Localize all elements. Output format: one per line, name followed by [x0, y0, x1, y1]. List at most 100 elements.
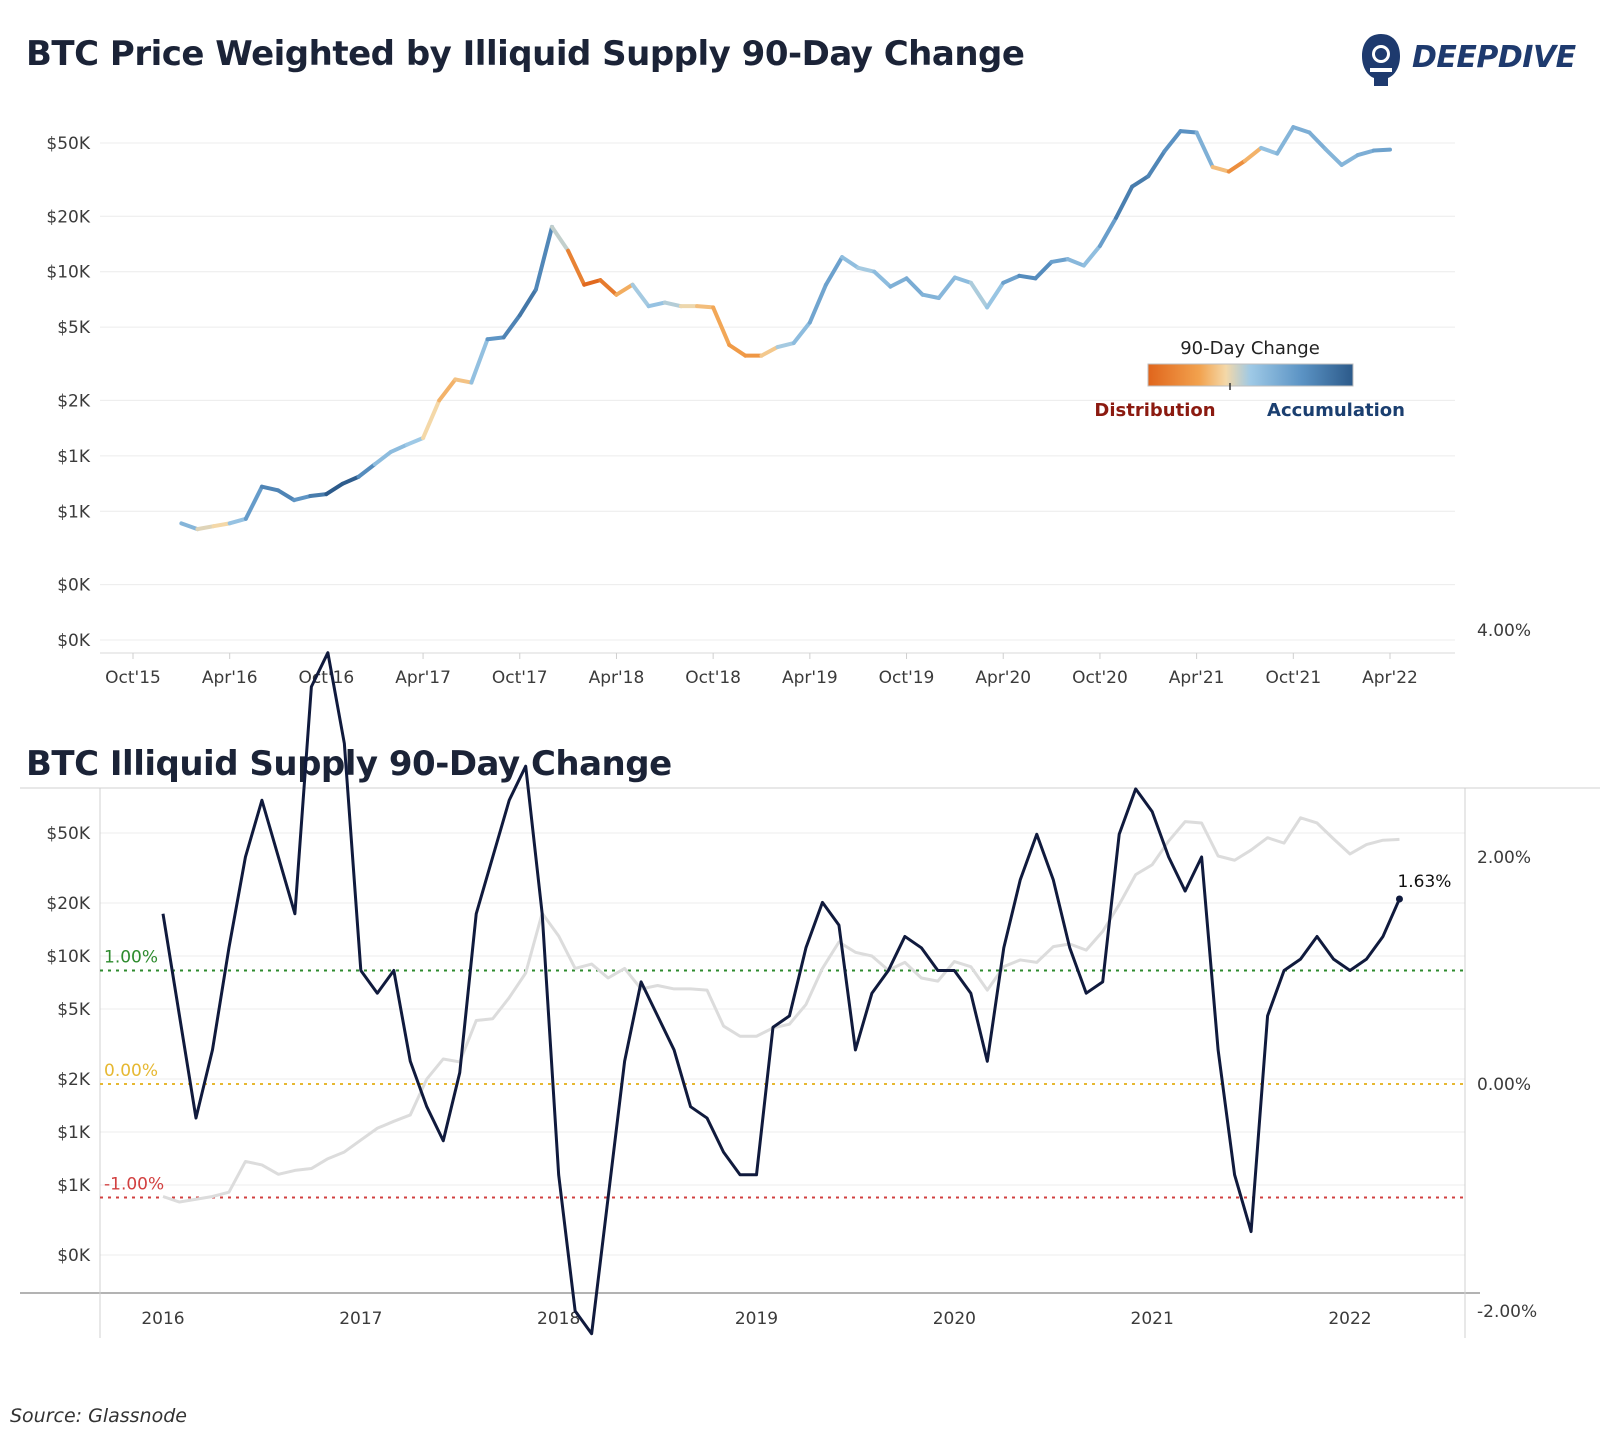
- change-x-tick-label: 2020: [933, 1309, 976, 1329]
- price-series-segment: [1130, 174, 1151, 189]
- price-series-segment: [179, 521, 200, 532]
- price-series-segment: [791, 320, 812, 346]
- price-y-tick-label: $1K: [57, 502, 91, 522]
- price-series-segment: [985, 280, 1006, 310]
- price-x-tick-label: Oct'18: [685, 668, 741, 688]
- change-last-point: [1395, 895, 1403, 903]
- price-series-segment: [856, 265, 877, 274]
- price-series-segment: [1355, 148, 1376, 158]
- price-x-tick-label: Apr'19: [782, 668, 838, 688]
- change-left-y-tick-label: $5K: [57, 1000, 91, 1020]
- chart-title-price: BTC Price Weighted by Illiquid Supply 90…: [26, 34, 1025, 74]
- price-series-segment: [1114, 184, 1135, 220]
- color-legend: 90-Day Change Distribution Accumulation: [1094, 338, 1405, 421]
- price-x-tick-label: Apr'18: [589, 668, 645, 688]
- price-series-segment: [759, 345, 780, 358]
- price-series-segment: [372, 449, 393, 467]
- price-series-segment: [1162, 129, 1183, 154]
- change-left-y-tick-label: $10K: [46, 947, 90, 967]
- price-series-segment: [888, 276, 909, 289]
- change-last-value-label: 1.63%: [1397, 872, 1451, 892]
- price-series-segment: [1017, 273, 1038, 281]
- legend-color-ramp: [1147, 363, 1354, 387]
- price-series-segment: [662, 300, 683, 309]
- price-chart: $50K $20K $10K $5K $2K $1K $1K $0K $0K Oct'15 Apr'…: [46, 125, 1455, 688]
- price-gridlines: [100, 142, 1455, 641]
- price-series-segment: [1339, 153, 1360, 167]
- reference-line-label: -1.00%: [104, 1175, 164, 1195]
- price-series-segment: [276, 488, 297, 503]
- price-series-segment: [1307, 130, 1328, 152]
- change-left-y-tick-label: $20K: [46, 894, 90, 914]
- deepdive-logo: DEEPDIVE: [1356, 30, 1586, 90]
- price-series-segment: [356, 462, 377, 479]
- diver-helmet-icon: [1362, 34, 1400, 86]
- chart-title-change: BTC Illiquid Supply 90-Day Change: [26, 744, 672, 784]
- price-series-segment: [1291, 125, 1312, 135]
- price-series-segment: [566, 248, 587, 287]
- price-x-tick-label: Apr'20: [975, 668, 1031, 688]
- change-right-y-tick-label: 0.00%: [1477, 1075, 1531, 1095]
- legend-distribution-label: Distribution: [1094, 400, 1215, 421]
- price-series-segment: [727, 342, 748, 358]
- price-series-segment: [807, 282, 828, 325]
- price-series-segment: [227, 516, 248, 526]
- change-left-y-tick-label: $0K: [57, 1246, 91, 1266]
- price-series-segment: [630, 282, 651, 309]
- price-x-tick-label: Oct'15: [105, 668, 161, 688]
- price-series-segment: [582, 278, 603, 287]
- price-series-segment: [936, 275, 957, 300]
- price-series-segment: [1033, 259, 1054, 281]
- change-left-y-tick-label: $1K: [57, 1176, 91, 1196]
- change-right-y-tick-label: -2.00%: [1477, 1302, 1537, 1322]
- source-note: Source: Glassnode: [10, 1405, 187, 1427]
- price-series-segment: [1065, 257, 1086, 268]
- change-left-y-tick-label: $2K: [57, 1070, 91, 1090]
- change-x-tick-label: 2018: [537, 1309, 580, 1329]
- price-y-tick-label: $5K: [57, 318, 91, 338]
- price-series-segment: [1242, 145, 1264, 163]
- price-series-segment: [1194, 130, 1215, 170]
- price-series-segment: [872, 269, 893, 289]
- price-x-tick-label: Oct'21: [1265, 668, 1321, 688]
- change-left-y-tick-label: $50K: [46, 824, 90, 844]
- change-left-y-tick-label: $1K: [57, 1123, 91, 1143]
- price-series-segment: [404, 436, 426, 447]
- price-series-segment: [840, 255, 861, 270]
- price-x-tick-label: Oct'20: [1072, 668, 1128, 688]
- price-series-segment: [969, 280, 990, 310]
- price-series-segment: [614, 282, 635, 297]
- price-series-segment: [340, 474, 361, 486]
- price-series-segment: [1371, 147, 1392, 153]
- price-series-segment: [388, 442, 409, 454]
- price-y-tick-label: $50K: [46, 134, 90, 154]
- price-series-line-grey: [162, 816, 1400, 1204]
- change-chart: $50K $20K $10K $5K $2K $1K $1K $0K 4.00% 2.00% 0.0…: [20, 621, 1600, 1338]
- change-right-y-tick-label: 4.00%: [1477, 621, 1531, 641]
- price-series-segment: [1275, 125, 1296, 156]
- price-series-segment: [485, 335, 506, 342]
- price-series-segment: [243, 484, 264, 521]
- price-series-segment: [920, 292, 941, 300]
- price-series-segment: [308, 492, 329, 499]
- change-series-line: [161, 651, 1401, 1336]
- price-y-tick-label: $0K: [57, 576, 91, 596]
- reference-line-label: 0.00%: [104, 1061, 158, 1081]
- change-x-tick-label: 2016: [141, 1309, 184, 1329]
- price-series-segment: [1049, 257, 1070, 264]
- price-y-tick-label: $10K: [46, 263, 90, 283]
- price-series-segment: [904, 276, 925, 297]
- price-series-segment: [711, 305, 732, 347]
- change-gridlines: [100, 832, 1465, 1256]
- price-series-segment: [775, 341, 796, 350]
- price-series-segment: [1259, 145, 1280, 156]
- price-series-segment: [437, 377, 458, 403]
- reference-line-label: 1.00%: [104, 948, 158, 968]
- price-y-tick-label: $0K: [57, 631, 91, 651]
- price-series-segment: [598, 278, 619, 297]
- price-x-tick-label: Apr'17: [395, 668, 451, 688]
- price-series-segment: [1081, 243, 1102, 268]
- price-series-segment: [469, 337, 490, 385]
- price-series-segment: [453, 377, 474, 385]
- price-series-segment: [211, 521, 232, 529]
